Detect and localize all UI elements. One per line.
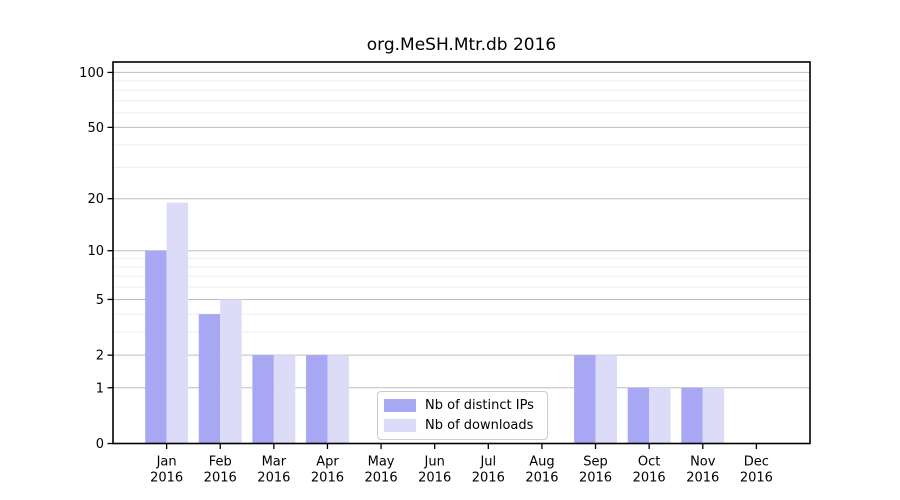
x-tick-label: Jan 2016: [150, 455, 183, 486]
x-tick-label: Apr 2016: [311, 455, 344, 486]
x-tick-label: Aug 2016: [525, 455, 558, 486]
y-tick-label: 20: [87, 192, 104, 207]
y-tick-label: 1: [96, 381, 104, 396]
y-tick-label: 100: [79, 66, 104, 81]
x-tick-label: Oct 2016: [633, 455, 666, 486]
chart-title: org.MeSH.Mtr.db 2016: [366, 35, 557, 55]
y-tick-label: 50: [87, 121, 104, 136]
bar-mar-distinct-ips: [252, 355, 274, 444]
bar-feb-distinct-ips: [198, 314, 221, 444]
bar-oct-downloads: [649, 387, 671, 444]
bar-mar-downloads: [273, 355, 296, 444]
bar-jan-downloads: [166, 202, 189, 444]
legend-swatch-downloads-icon: [384, 419, 416, 432]
y-tick-label: 5: [96, 293, 104, 308]
chart-legend: Nb of distinct IPs Nb of downloads: [377, 391, 548, 440]
bar-oct-distinct-ips: [627, 387, 650, 444]
y-tick-label: 0: [96, 437, 104, 452]
x-tick-label: Feb 2016: [204, 455, 237, 486]
bar-jan-distinct-ips: [145, 250, 167, 444]
legend-swatch-distinct-ips-icon: [384, 399, 416, 412]
x-tick-label: Mar 2016: [257, 455, 290, 486]
x-tick-label: Jul 2016: [472, 455, 505, 486]
legend-label-distinct-ips: Nb of distinct IPs: [425, 398, 534, 413]
bar-feb-downloads: [220, 299, 242, 444]
bar-nov-distinct-ips: [681, 387, 703, 444]
x-tick-label: Sep 2016: [579, 455, 612, 486]
bar-sep-downloads: [595, 355, 617, 444]
x-tick-label: May 2016: [365, 455, 398, 486]
x-tick-label: Dec 2016: [740, 455, 773, 486]
x-tick-label: Nov 2016: [686, 455, 719, 486]
bar-nov-downloads: [702, 387, 725, 444]
y-tick-label: 10: [87, 244, 104, 259]
bar-sep-distinct-ips: [574, 355, 596, 444]
x-tick-label: Jun 2016: [418, 455, 451, 486]
legend-item-downloads: Nb of downloads: [384, 418, 540, 433]
legend-item-distinct-ips: Nb of distinct IPs: [384, 398, 540, 413]
y-tick-label: 2: [96, 349, 104, 364]
bar-apr-downloads: [327, 355, 349, 444]
bar-apr-distinct-ips: [306, 355, 328, 444]
legend-label-downloads: Nb of downloads: [425, 418, 534, 433]
plot-border: [112, 61, 811, 445]
